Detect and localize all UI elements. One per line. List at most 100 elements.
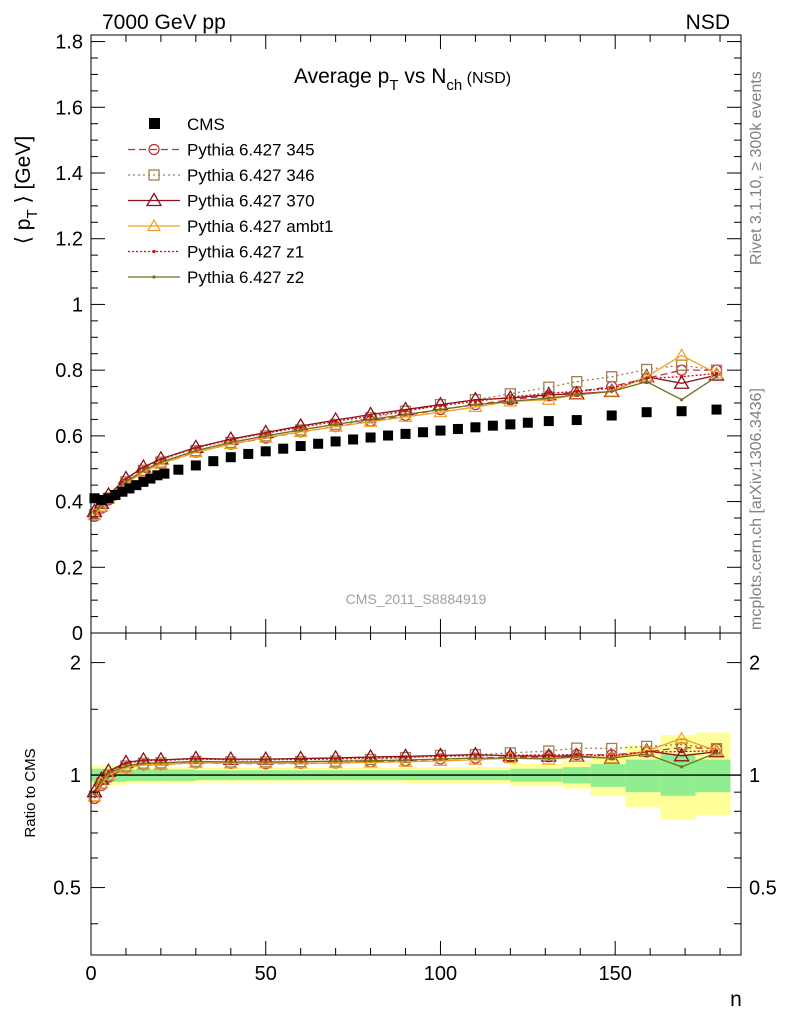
point-cms <box>571 415 582 426</box>
main-title: Average pT vs Nch (NSD) <box>294 65 511 94</box>
ratio-point-p370 <box>257 750 274 765</box>
ratio-point-z1 <box>438 754 443 758</box>
ratio-point-ambt1 <box>293 756 308 769</box>
point-cms <box>295 441 306 452</box>
ratio-point-z2 <box>575 755 579 759</box>
x-tick-label: 0 <box>85 963 96 985</box>
legend-item-z2: Pythia 6.427 z2 <box>128 268 304 287</box>
ratio-point-z2 <box>508 756 512 760</box>
ratio-point-z1 <box>508 753 512 757</box>
y-tick-label: 1.8 <box>55 32 83 54</box>
ratio-point-p370 <box>673 747 690 762</box>
point-cms <box>243 448 254 459</box>
point-z1 <box>714 371 719 376</box>
y-tick-label: 1.4 <box>55 163 83 185</box>
point-z1 <box>610 386 614 390</box>
ratio-point-z2 <box>159 761 163 765</box>
legend-label-p345: Pythia 6.427 345 <box>187 141 315 160</box>
point-p346 <box>329 418 342 431</box>
legend-item-p370: Pythia 6.427 370 <box>128 192 315 211</box>
ratio-point-ambt1 <box>503 750 518 764</box>
ratio-y-tick-label-right: 0.5 <box>749 878 777 900</box>
point-cms <box>117 486 128 497</box>
legend-label-cms: CMS <box>187 115 225 134</box>
y-tick-label: 0.2 <box>55 557 83 579</box>
point-cms <box>711 404 722 415</box>
point-cms <box>487 420 498 431</box>
point-z1 <box>547 391 551 395</box>
ratio-ylabel: Ratio to CMS <box>22 748 39 837</box>
ratio-point-z2 <box>264 760 268 764</box>
ratio-point-ambt1 <box>363 755 378 768</box>
legend-label-ambt1: Pythia 6.427 ambt1 <box>187 217 333 236</box>
point-z1 <box>679 375 684 379</box>
point-z1 <box>124 477 128 481</box>
point-cms <box>124 483 135 494</box>
point-cms <box>313 438 324 449</box>
ratio-point-z2 <box>106 771 111 775</box>
legend-item-p345: Pythia 6.427 345 <box>128 141 315 160</box>
legend-item-p346: Pythia 6.427 346 <box>128 166 315 185</box>
ratio-point-z1 <box>124 761 128 765</box>
ratio-y-tick-label-right: 2 <box>749 653 760 675</box>
point-ambt1 <box>674 348 689 361</box>
point-cms <box>89 493 100 504</box>
ratio-point-z2 <box>99 779 104 783</box>
point-z1 <box>159 457 163 462</box>
point-cms <box>278 443 289 454</box>
point-cms <box>452 423 463 434</box>
series-z1 <box>92 371 719 514</box>
y-tick-label: 0.8 <box>55 360 83 382</box>
ratio-point-ambt1 <box>433 753 448 767</box>
ratio-point-z1 <box>368 756 373 760</box>
y-tick-label: 0 <box>72 623 83 645</box>
legend-marker-cms <box>149 118 160 129</box>
series-line-p345 <box>93 369 717 517</box>
ratio-point-z1 <box>575 753 579 757</box>
ratio-point-z1 <box>547 753 551 757</box>
point-cms <box>190 460 201 471</box>
x-tick-label: 100 <box>424 963 457 985</box>
point-ambt1 <box>363 414 378 427</box>
main-plot: 0 0.2 0.4 0.6 0.8 1 1.2 1.4 1.6 1.8 Average pT vs… <box>12 32 742 645</box>
ratio-point-z2 <box>368 759 373 763</box>
point-cms <box>348 434 359 445</box>
series-z2 <box>92 375 719 515</box>
point-p346 <box>364 412 377 424</box>
point-cms <box>225 452 236 463</box>
ratio-point-z2 <box>679 765 684 769</box>
ratio-point-z1 <box>194 757 198 761</box>
band-inner <box>695 759 731 793</box>
ratio-point-z2 <box>334 759 338 763</box>
ratio-point-ambt1 <box>94 776 109 789</box>
point-cms <box>470 422 481 433</box>
ratio-point-z2 <box>610 756 614 760</box>
ratio-point-z2 <box>547 756 551 760</box>
x-tick-label: 50 <box>255 963 277 985</box>
point-cms <box>138 476 149 487</box>
ratio-point-z1 <box>159 758 163 763</box>
ratio-point-z2 <box>124 764 128 768</box>
series-line-z1 <box>94 372 717 512</box>
point-p346 <box>640 363 653 376</box>
point-z2 <box>575 393 579 397</box>
ratio-y-tick-label: 1 <box>70 765 81 787</box>
point-z2 <box>264 434 268 438</box>
point-ambt1 <box>433 404 448 418</box>
point-cms <box>383 430 394 441</box>
ratio-point-z1 <box>229 758 233 762</box>
point-cms <box>159 468 170 479</box>
point-cms <box>606 410 617 421</box>
ratio-point-z1 <box>679 750 684 754</box>
ratio-point-z1 <box>610 754 614 758</box>
ratio-point-z2 <box>299 760 303 764</box>
point-cms <box>543 416 554 427</box>
series-line-p370 <box>93 374 717 512</box>
point-cms <box>152 470 163 481</box>
watermark: CMS_2011_S8884919 <box>346 591 487 607</box>
ratio-point-ambt1 <box>468 752 483 765</box>
point-ambt1 <box>328 419 343 432</box>
y-tick-label: 1.2 <box>55 229 83 251</box>
ratio-point-z2 <box>714 751 719 755</box>
